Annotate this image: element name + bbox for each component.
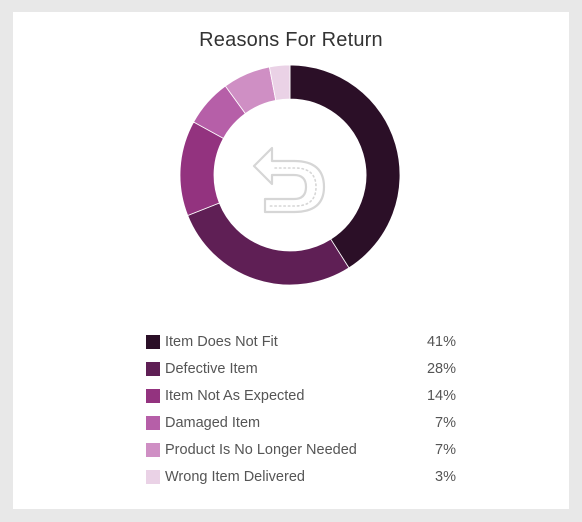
chart-card: Reasons For Return Item Does Not Fit 41% D… — [13, 12, 569, 509]
legend-label: Item Not As Expected — [165, 388, 305, 404]
donut-slice-3[interactable] — [179, 121, 224, 217]
legend-label: Damaged Item — [165, 415, 261, 431]
donut-slices — [179, 64, 401, 286]
legend-value: 41% — [426, 334, 456, 350]
legend-value: 14% — [426, 388, 456, 404]
legend-swatch — [146, 443, 160, 457]
legend-value: 28% — [426, 361, 456, 377]
donut-slice-6[interactable] — [268, 64, 291, 101]
legend-item[interactable]: Damaged Item 7% — [146, 413, 456, 440]
legend-item[interactable]: Item Does Not Fit 41% — [146, 332, 456, 359]
legend-label: Item Does Not Fit — [165, 334, 278, 350]
legend-label: Wrong Item Delivered — [165, 469, 305, 485]
legend-swatch — [146, 389, 160, 403]
chart-legend: Item Does Not Fit 41% Defective Item 28% Ite… — [146, 332, 456, 494]
return-arrow-icon — [252, 146, 326, 214]
donut-slice-2[interactable] — [187, 202, 350, 286]
legend-label: Defective Item — [165, 361, 258, 377]
legend-swatch — [146, 470, 160, 484]
legend-item[interactable]: Wrong Item Delivered 3% — [146, 467, 456, 494]
legend-item[interactable]: Product Is No Longer Needed 7% — [146, 440, 456, 467]
legend-label: Product Is No Longer Needed — [165, 442, 357, 458]
chart-title: Reasons For Return — [199, 29, 383, 51]
legend-value: 3% — [435, 469, 456, 485]
legend-swatch — [146, 416, 160, 430]
legend-swatch — [146, 335, 160, 349]
donut-slice-1[interactable] — [289, 64, 401, 269]
legend-value: 7% — [435, 415, 456, 431]
donut-chart — [179, 64, 401, 286]
legend-value: 7% — [435, 442, 456, 458]
legend-item[interactable]: Defective Item 28% — [146, 359, 456, 386]
legend-swatch — [146, 362, 160, 376]
legend-item[interactable]: Item Not As Expected 14% — [146, 386, 456, 413]
